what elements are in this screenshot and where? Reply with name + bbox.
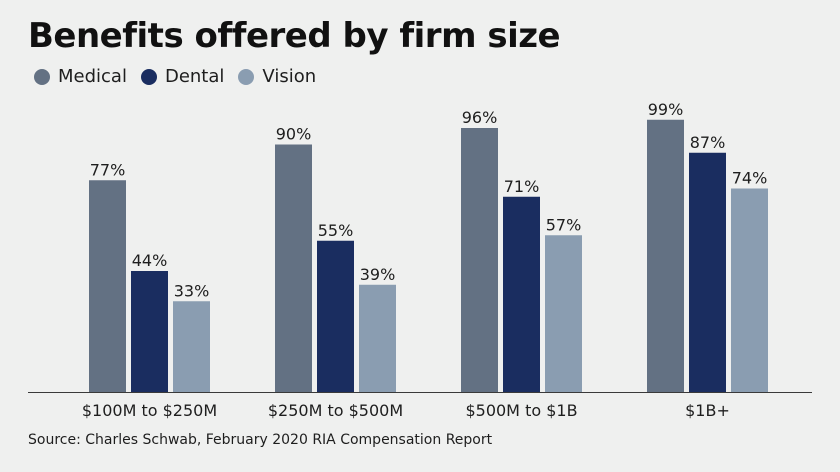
data-label-medical-2: 96% (462, 108, 498, 127)
bar-vision-0 (173, 301, 210, 392)
x-tick-label-3: $1B+ (685, 401, 730, 420)
legend-item-vision: Vision (238, 66, 316, 87)
bar-vision-1 (359, 284, 396, 392)
bar-medical-0 (89, 180, 126, 392)
data-label-medical-3: 99% (648, 100, 684, 119)
data-label-medical-0: 77% (90, 160, 126, 179)
data-label-dental-2: 71% (504, 177, 540, 196)
legend-label-medical: Medical (58, 66, 127, 87)
legend-swatch-vision (238, 68, 255, 85)
bar-medical-1 (275, 144, 312, 392)
chart-legend: Medical Dental Vision (34, 66, 330, 87)
bar-medical-3 (647, 119, 684, 392)
chart-title: Benefits offered by firm size (28, 16, 561, 56)
data-label-dental-3: 87% (690, 133, 726, 152)
data-label-vision-1: 39% (360, 265, 396, 284)
data-label-medical-1: 90% (276, 125, 312, 144)
bar-vision-3 (731, 188, 768, 392)
data-label-vision-2: 57% (546, 215, 582, 234)
legend-item-medical: Medical (34, 66, 127, 87)
legend-label-vision: Vision (262, 66, 317, 87)
bar-dental-2 (503, 196, 540, 392)
x-tick-label-1: $250M to $500M (268, 401, 403, 420)
x-tick-label-0: $100M to $250M (82, 401, 217, 420)
source-note: Source: Charles Schwab, February 2020 RI… (28, 432, 493, 448)
x-tick-label-2: $500M to $1B (465, 401, 577, 420)
legend-swatch-medical (34, 68, 50, 85)
bar-dental-1 (317, 240, 354, 392)
data-label-dental-1: 55% (318, 221, 354, 240)
bar-medical-2 (461, 128, 498, 392)
data-label-vision-0: 33% (174, 281, 210, 300)
bar-dental-0 (131, 271, 168, 392)
legend-label-dental: Dental (164, 66, 225, 87)
data-label-dental-0: 44% (132, 251, 168, 270)
data-label-vision-3: 74% (732, 169, 768, 188)
bar-dental-3 (689, 152, 726, 392)
legend-item-dental: Dental (140, 66, 225, 87)
legend-swatch-dental (140, 68, 157, 85)
bar-vision-2 (545, 235, 582, 392)
